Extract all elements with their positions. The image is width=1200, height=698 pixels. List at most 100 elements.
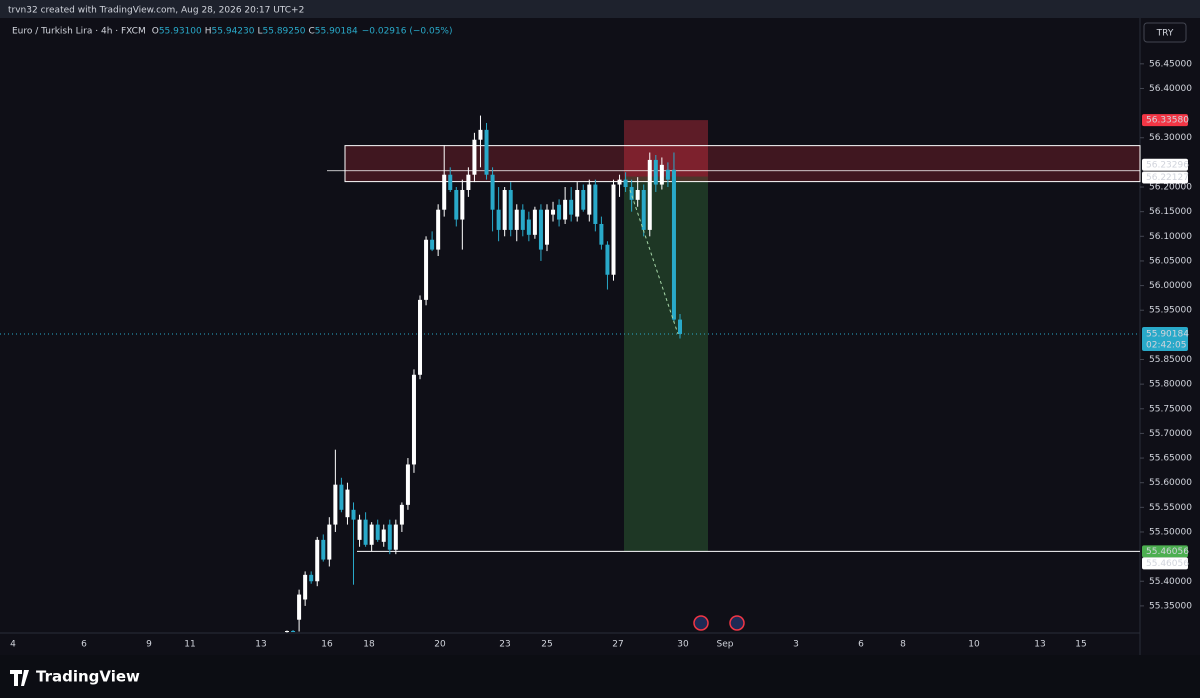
- trend-dash: [629, 189, 679, 335]
- symbol-text: Euro / Turkish Lira · 4h · FXCM: [12, 27, 146, 37]
- y-tick-label: 55.65000: [1149, 454, 1192, 464]
- candle-body: [520, 209, 525, 230]
- x-tick-label: 4: [10, 640, 16, 650]
- event-icon[interactable]: [729, 615, 745, 631]
- logo-mark: [10, 670, 29, 686]
- currency-label: TRY: [1156, 29, 1174, 39]
- last-price-label: 55.90184: [1146, 329, 1189, 339]
- candle-body: [526, 219, 531, 235]
- candle-body: [671, 169, 676, 320]
- y-tick-label: 55.80000: [1149, 380, 1192, 390]
- price-label-box: [1142, 545, 1188, 558]
- legend-value: 55.90184: [315, 27, 358, 37]
- y-tick-label: 55.60000: [1149, 478, 1192, 488]
- candle-body: [309, 574, 314, 582]
- candle-body: [532, 209, 537, 235]
- candle-body: [514, 209, 519, 230]
- y-tick-label: 55.75000: [1149, 404, 1192, 414]
- y-tick-label: 56.20000: [1149, 183, 1192, 193]
- candle-body: [629, 187, 634, 200]
- candle-body: [605, 244, 610, 275]
- candle-body: [490, 174, 495, 210]
- candle-body: [460, 189, 465, 220]
- x-tick-label: 20: [434, 640, 446, 650]
- candle-body: [381, 529, 386, 542]
- candle-body: [659, 164, 664, 185]
- currency-button[interactable]: [1143, 22, 1187, 43]
- candle-body: [430, 239, 435, 250]
- x-tick-label: 16: [321, 640, 333, 650]
- y-tick-label: 56.00000: [1149, 281, 1192, 291]
- header-bar: [0, 0, 1200, 18]
- y-tick-label: 55.35000: [1149, 601, 1192, 611]
- price-label-box: [1142, 114, 1188, 127]
- event-icon[interactable]: [693, 615, 709, 631]
- event-icons[interactable]: [693, 615, 745, 631]
- candle-body: [623, 179, 628, 188]
- legend-value: 55.93100: [159, 27, 202, 37]
- x-tick-label: 3: [793, 640, 799, 650]
- x-tick-label: 10: [968, 640, 980, 650]
- candle-body: [472, 139, 477, 175]
- candle-body: [418, 299, 423, 375]
- candle-body: [436, 209, 441, 250]
- y-tick-label: 55.50000: [1149, 527, 1192, 537]
- price-label-box: [1142, 158, 1188, 171]
- candle-body: [635, 189, 640, 200]
- candle-body: [611, 184, 616, 275]
- y-tick-label: 55.85000: [1149, 355, 1192, 365]
- candle-body: [502, 189, 507, 230]
- candle-body: [387, 524, 392, 550]
- last-price-box: [1142, 326, 1188, 351]
- x-tick-label: 18: [363, 640, 375, 650]
- candle-body: [411, 374, 416, 465]
- candle-body: [508, 189, 513, 230]
- y-tick-label: 56.10000: [1149, 232, 1192, 242]
- candle-body: [399, 504, 404, 525]
- candle-body: [285, 631, 289, 633]
- candle-body: [369, 524, 374, 545]
- price-label: 56.33580: [1146, 116, 1189, 126]
- legend-value: 55.94230: [212, 27, 255, 37]
- candle-body: [448, 174, 453, 190]
- candle-body: [617, 179, 622, 185]
- y-tick-label: 55.55000: [1149, 503, 1192, 513]
- x-tick-label: 25: [541, 640, 552, 650]
- candle-body: [363, 519, 368, 545]
- header-text: trvn32 created with TradingView.com, Aug…: [8, 6, 304, 16]
- legend-key: C: [308, 27, 314, 37]
- candle-body: [665, 169, 670, 180]
- target-zone: [624, 176, 708, 552]
- candle-body: [321, 539, 326, 560]
- candle-body: [569, 199, 574, 215]
- candle-body: [424, 239, 429, 300]
- candle-body: [454, 189, 459, 220]
- candle-body: [351, 509, 356, 520]
- resistance-zone: [344, 145, 1141, 183]
- candle-body: [581, 189, 586, 210]
- y-tick-label: 56.30000: [1149, 133, 1192, 143]
- y-tick-label: 55.95000: [1149, 306, 1192, 316]
- x-tick-label: 15: [1075, 640, 1086, 650]
- y-tick-label: 56.05000: [1149, 256, 1192, 266]
- candle-body: [291, 631, 296, 633]
- candle-body: [297, 594, 302, 620]
- price-label: 55.46056: [1146, 547, 1189, 557]
- brand-text: TradingView: [36, 668, 140, 686]
- candle-body: [484, 129, 489, 175]
- candle-body: [575, 189, 580, 217]
- price-label: 56.22127: [1146, 173, 1189, 183]
- candle-body: [357, 519, 362, 540]
- y-tick-label: 56.40000: [1149, 84, 1192, 94]
- candle-body: [599, 223, 604, 245]
- candle-body: [303, 574, 308, 600]
- candle-body: [653, 159, 658, 185]
- candle-body: [496, 209, 501, 230]
- brand-logo: TradingView: [10, 668, 140, 686]
- candle-body: [405, 464, 410, 505]
- price-label: 55.46056: [1146, 559, 1189, 569]
- x-tick-label: 11: [184, 640, 195, 650]
- candle-body: [538, 209, 543, 250]
